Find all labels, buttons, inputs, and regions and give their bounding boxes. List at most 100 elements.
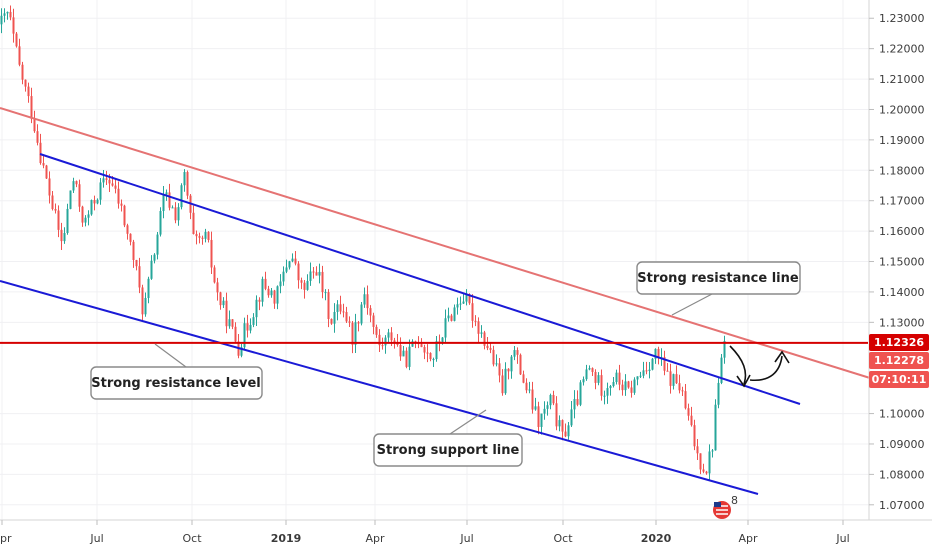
candle-body (264, 278, 267, 289)
candle-body (336, 304, 339, 312)
candle-body (333, 311, 336, 324)
candle-body (36, 131, 39, 143)
candle-body (471, 303, 474, 321)
candle-body (693, 425, 696, 447)
event-icon[interactable]: 8 (713, 494, 738, 519)
candle-body (195, 233, 198, 237)
candle-body (501, 375, 504, 394)
candle-body (723, 341, 726, 358)
candle-body (72, 181, 75, 191)
annotation-text: Strong support line (377, 443, 520, 458)
candle-body (507, 368, 510, 372)
candle-body (642, 370, 645, 376)
candle-body (543, 408, 546, 414)
candle-body (666, 370, 669, 372)
candle-body (570, 409, 573, 426)
candle-body (90, 200, 93, 215)
candle-body (114, 185, 117, 189)
callout-pointer-resistance-level (154, 343, 187, 368)
callout-pointer-resistance-line (671, 293, 713, 316)
candle-body (231, 319, 234, 327)
candle-body (141, 287, 144, 315)
candle-body (387, 332, 390, 338)
last-price-label: 1.12326 (874, 336, 924, 349)
candle-body (648, 369, 651, 372)
candle-body (702, 469, 705, 472)
candle-body (225, 300, 228, 327)
candle-body (489, 348, 492, 350)
candle-body (594, 371, 597, 383)
candle-body (498, 363, 501, 376)
projection-arrow (729, 345, 747, 385)
candle-body (201, 237, 204, 239)
candle-body (234, 326, 237, 342)
candle-body (267, 288, 270, 296)
candle-body (564, 431, 567, 437)
candle-body (60, 229, 63, 242)
candle-body (3, 13, 6, 16)
y-tick-label: 1.16000 (879, 225, 925, 238)
x-tick-label: Oct (182, 532, 202, 545)
candle-body (213, 267, 216, 283)
resistance-trend-line[interactable] (0, 107, 871, 379)
candle-body (531, 389, 534, 410)
candle-body (240, 347, 243, 356)
candle-body (297, 263, 300, 281)
candle-body (12, 17, 15, 34)
candle-body (504, 368, 507, 394)
callout-resistance-line[interactable]: Strong resistance line (636, 261, 801, 295)
candle-body (6, 11, 9, 14)
support-line[interactable] (0, 280, 759, 495)
candle-body (219, 292, 222, 306)
candle-body (711, 450, 714, 452)
candle-body (117, 188, 120, 204)
candle-body (378, 334, 381, 346)
candle-body (327, 292, 330, 319)
x-tick-label: Apr (0, 532, 12, 545)
bounce-arrow-head (774, 350, 790, 364)
countdown-badge: 07:10:11 (869, 371, 929, 388)
candle-body (375, 326, 378, 335)
candle-body (342, 311, 345, 313)
candle-body (15, 33, 18, 47)
candle-body (450, 315, 453, 321)
candle-body (720, 357, 723, 383)
annotations: Strong resistance line Strong resistance… (90, 261, 801, 467)
candle-body (516, 350, 519, 355)
time-axis[interactable]: Apr Jul Oct 2019 Apr Jul Oct 2020 Apr Jul (0, 519, 932, 545)
candle-body (252, 317, 255, 325)
candle-body (303, 282, 306, 290)
candle-body (186, 172, 189, 196)
candle-body (168, 192, 171, 208)
candle-body (384, 337, 387, 346)
candle-body (309, 271, 312, 281)
candle-body (54, 209, 57, 211)
candle-body (147, 278, 150, 298)
candle-body (372, 315, 375, 327)
candle-body (546, 405, 549, 409)
bid-price-label: 1.12278 (874, 354, 924, 367)
candle-body (435, 341, 438, 360)
candle-body (522, 374, 525, 383)
callout-resistance-level[interactable]: Strong resistance level (90, 366, 263, 400)
candle-body (165, 192, 168, 195)
callout-support-line[interactable]: Strong support line (373, 433, 523, 467)
candle-body (558, 420, 561, 427)
candle-body (279, 281, 282, 287)
candle-body (399, 344, 402, 357)
channel-upper-line[interactable] (39, 153, 801, 405)
y-tick-label: 1.19000 (879, 134, 925, 147)
candle-body (33, 118, 36, 132)
candle-body (537, 406, 540, 427)
price-axis[interactable]: 1.23000 1.22000 1.21000 1.20000 1.19000 1.180… (868, 0, 925, 520)
candle-body (345, 312, 348, 322)
candle-body (318, 271, 321, 276)
x-tick-label: Jul (835, 532, 849, 545)
candle-body (135, 260, 138, 267)
candle-body (591, 368, 594, 372)
candle-body (474, 320, 477, 322)
candle-body (492, 349, 495, 365)
candle-body (255, 299, 258, 318)
candle-body (528, 389, 531, 391)
